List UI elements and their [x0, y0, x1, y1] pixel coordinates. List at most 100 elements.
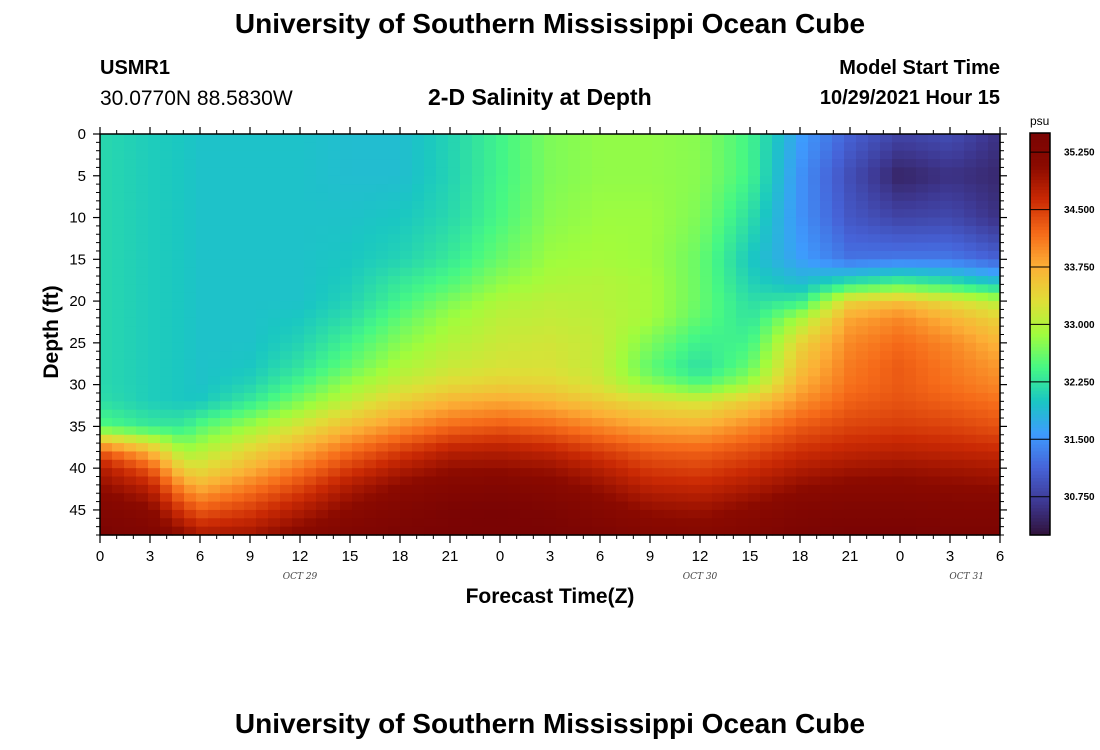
heatmap-cell [532, 351, 545, 361]
heatmap-cell [304, 259, 317, 269]
heatmap-cell [676, 509, 689, 519]
heatmap-cell [328, 426, 341, 436]
heatmap-cell [928, 501, 941, 511]
heatmap-cell [376, 401, 389, 411]
heatmap-cell [712, 309, 725, 319]
heatmap-cell [796, 192, 809, 202]
heatmap-cell [976, 159, 989, 169]
heatmap-cell [712, 175, 725, 185]
heatmap-cell [256, 309, 269, 319]
heatmap-cell [928, 476, 941, 486]
heatmap-cell [640, 284, 653, 294]
heatmap-cell [412, 200, 425, 210]
heatmap-cell [160, 392, 173, 402]
heatmap-cell [688, 167, 701, 177]
heatmap-cell [868, 401, 881, 411]
heatmap-cell [856, 134, 869, 143]
heatmap-cell [952, 175, 965, 185]
heatmap-cell [148, 209, 161, 219]
heatmap-cell [664, 326, 677, 336]
heatmap-cell [748, 292, 761, 302]
heatmap-cell [748, 309, 761, 319]
heatmap-cell [412, 142, 425, 152]
heatmap-cell [292, 150, 305, 160]
heatmap-cell [388, 518, 401, 528]
heatmap-cell [388, 175, 401, 185]
heatmap-cell [352, 259, 365, 269]
heatmap-cell [328, 267, 341, 277]
heatmap-cell [664, 493, 677, 503]
heatmap-cell [712, 468, 725, 478]
heatmap-cell [712, 409, 725, 419]
heatmap-cell [256, 159, 269, 169]
heatmap-cell [592, 159, 605, 169]
heatmap-cell [808, 367, 821, 377]
heatmap-cell [784, 284, 797, 294]
heatmap-cell [628, 476, 641, 486]
heatmap-cell [856, 200, 869, 210]
heatmap-cell [748, 501, 761, 511]
heatmap-cell [136, 484, 149, 494]
heatmap-cell [580, 401, 593, 411]
colorbar-cell [1030, 444, 1050, 449]
heatmap-cell [508, 501, 521, 511]
heatmap-cell [364, 434, 377, 444]
heatmap-cell [652, 175, 665, 185]
heatmap-cell [892, 351, 905, 361]
heatmap-cell [448, 142, 461, 152]
heatmap-cell [412, 501, 425, 511]
heatmap-cell [136, 217, 149, 227]
heatmap-cell [856, 284, 869, 294]
heatmap-cell [112, 468, 125, 478]
heatmap-cell [772, 175, 785, 185]
heatmap-cell [100, 484, 113, 494]
heatmap-cell [196, 476, 209, 486]
heatmap-cell [352, 468, 365, 478]
heatmap-cell [268, 142, 281, 152]
heatmap-cell [760, 234, 773, 244]
heatmap-cell [892, 443, 905, 453]
heatmap-cell [796, 276, 809, 285]
heatmap-cell [772, 250, 785, 260]
heatmap-cell [724, 459, 737, 469]
colorbar-cell [1030, 250, 1050, 255]
heatmap-cell [796, 326, 809, 336]
heatmap-cell [124, 159, 137, 169]
heatmap-cell [628, 159, 641, 169]
heatmap-cell [280, 468, 293, 478]
heatmap-cell [172, 267, 185, 277]
heatmap-cell [724, 284, 737, 294]
heatmap-cell [124, 317, 137, 327]
heatmap-cell [700, 175, 713, 185]
heatmap-cell [652, 159, 665, 169]
heatmap-cell [460, 518, 473, 528]
heatmap-cell [988, 501, 1001, 511]
heatmap-cell [232, 150, 245, 160]
heatmap-cell [544, 150, 557, 160]
heatmap-cell [268, 426, 281, 436]
heatmap-cell [736, 426, 749, 436]
heatmap-cell [124, 234, 137, 244]
heatmap-cell [244, 175, 257, 185]
heatmap-cell [700, 150, 713, 160]
heatmap-cell [688, 484, 701, 494]
heatmap-cell [748, 317, 761, 327]
colorbar-cell [1030, 424, 1050, 429]
heatmap-cell [748, 443, 761, 453]
heatmap-cell [832, 242, 845, 252]
heatmap-cell [364, 301, 377, 311]
heatmap-cell [964, 401, 977, 411]
heatmap-cell [712, 317, 725, 327]
heatmap-cell [796, 334, 809, 344]
heatmap-cell [688, 142, 701, 152]
heatmap-cell [316, 518, 329, 528]
heatmap-cell [472, 292, 485, 302]
colorbar-cell [1030, 203, 1050, 208]
heatmap-cell [652, 376, 665, 386]
heatmap-cell [880, 493, 893, 503]
heatmap-cell [760, 484, 773, 494]
heatmap-cell [676, 359, 689, 369]
heatmap-cell [388, 459, 401, 469]
colorbar-cell [1030, 471, 1050, 476]
heatmap-cell [460, 426, 473, 436]
